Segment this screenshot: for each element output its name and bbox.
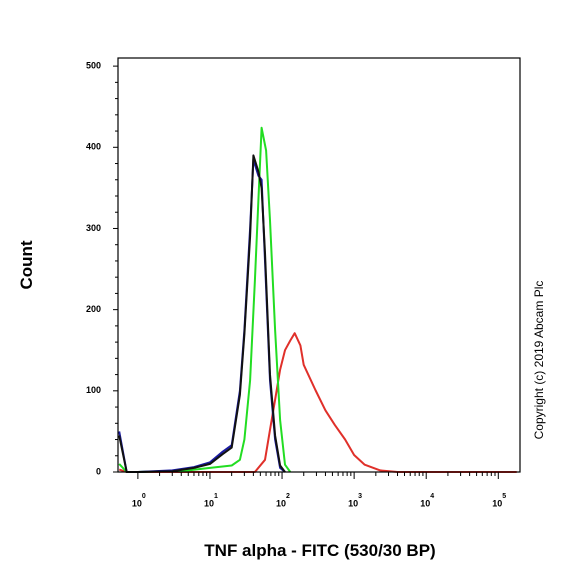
x-tick-label: 10 [276,498,286,508]
x-tick-label: 10 [492,498,502,508]
x-tick-exponent: 2 [286,493,290,500]
histogram-line [118,332,517,473]
y-tick-label: 0 [96,466,101,476]
x-tick-label: 10 [204,498,214,508]
x-axis-title: TNF alpha - FITC (530/30 BP) [204,541,435,560]
copyright: Copyright (c) 2019 Abcam Plc [532,281,546,440]
histogram-line [118,158,286,473]
y-tick-label: 500 [86,60,101,70]
histogram-line [118,126,292,473]
x-tick-exponent: 4 [430,493,434,500]
y-tick-label: 200 [86,304,101,314]
x-tick-exponent: 1 [214,493,218,500]
y-tick-label: 300 [86,223,101,233]
x-tick-label: 10 [132,498,142,508]
plot-frame [117,57,521,473]
x-tick-exponent: 0 [142,493,146,500]
histogram-line [118,154,286,473]
y-tick-label: 100 [86,385,101,395]
x-tick-exponent: 5 [502,493,506,500]
x-tick-label: 10 [348,498,358,508]
y-tick-label: 400 [86,142,101,152]
y-axis-title: Count [17,240,36,289]
x-tick-exponent: 3 [358,493,362,500]
x-tick-label: 10 [420,498,430,508]
